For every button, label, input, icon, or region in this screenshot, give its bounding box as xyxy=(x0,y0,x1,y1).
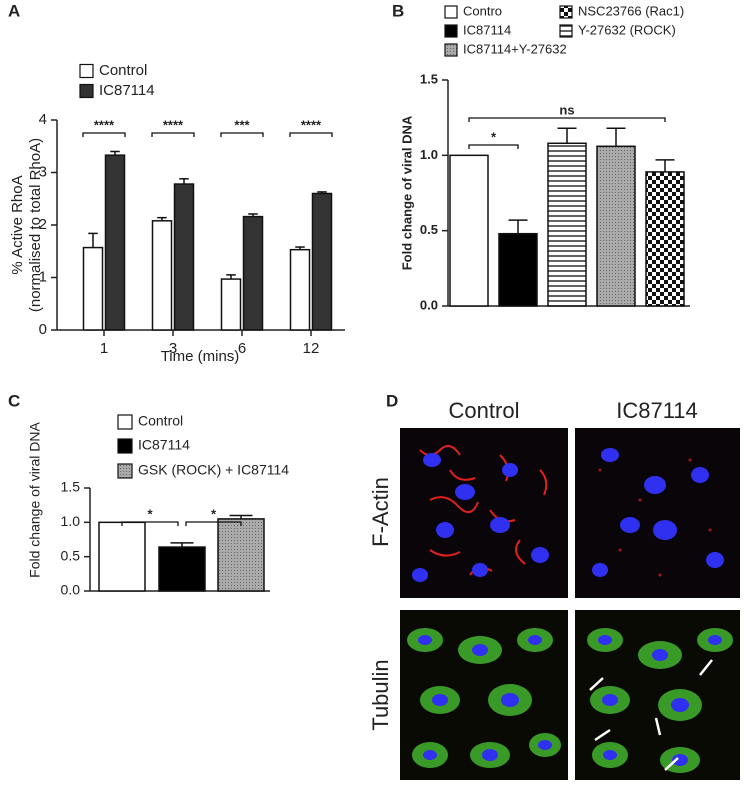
significance-bracket xyxy=(289,132,333,137)
bar xyxy=(104,154,126,331)
panel-letter: A xyxy=(8,1,20,20)
bar xyxy=(151,220,173,331)
y-tick-label: 2 xyxy=(39,216,47,233)
bar xyxy=(220,278,242,331)
significance-label: * xyxy=(147,506,153,521)
legend-swatch xyxy=(444,43,458,57)
y-tick-label: 1.0 xyxy=(61,513,81,529)
legend-label: IC87114+Y-27632 xyxy=(463,41,567,56)
legend-label: IC87114 xyxy=(99,82,155,99)
bar xyxy=(645,171,685,307)
bar xyxy=(311,192,333,331)
bar xyxy=(158,546,206,592)
y-tick-label: 3 xyxy=(39,163,47,180)
image-panel: D Control IC87114 F-Actin Tubulin xyxy=(368,391,740,780)
x-tick-label: 6 xyxy=(238,340,246,357)
bar xyxy=(289,248,311,331)
legend-label: NSC23766 (Rac1) xyxy=(578,3,684,18)
y-tick-label: 0.5 xyxy=(61,547,81,563)
panel-letter: C xyxy=(8,391,20,410)
y-tick-label: 0.5 xyxy=(420,222,438,237)
significance-label: **** xyxy=(301,117,322,132)
bar xyxy=(173,183,195,331)
significance-label: ns xyxy=(559,102,574,117)
y-axis-label: % Active RhoA xyxy=(9,175,26,274)
y-axis-label: Fold change of viral DNA xyxy=(27,422,43,578)
y-tick-label: 1 xyxy=(39,268,47,285)
bar xyxy=(242,215,264,331)
legend-label: IC87114 xyxy=(138,437,190,453)
bar xyxy=(82,246,104,331)
y-tick-label: 1.0 xyxy=(420,147,438,162)
significance-bracket xyxy=(185,521,242,526)
significance-bracket xyxy=(82,132,126,137)
significance-label: **** xyxy=(163,117,184,132)
legend-swatch xyxy=(444,24,458,38)
legend-swatch xyxy=(117,463,133,479)
y-tick-label: 0.0 xyxy=(61,582,81,598)
significance-label: *** xyxy=(234,117,250,132)
row-label: Tubulin xyxy=(368,659,393,730)
y-axis-label: (normalised to total RhoA) xyxy=(27,138,44,312)
row-label: F-Actin xyxy=(368,477,393,547)
legend-swatch xyxy=(79,83,94,99)
y-tick-label: 0.0 xyxy=(420,297,438,312)
bar xyxy=(449,154,489,307)
significance-bracket xyxy=(468,144,519,149)
legend-label: Contro xyxy=(463,3,502,18)
micrograph xyxy=(575,428,740,598)
significance-bracket xyxy=(220,132,264,137)
legend-label: Control xyxy=(99,62,147,79)
significance-bracket xyxy=(121,521,179,526)
legend-swatch xyxy=(117,414,133,430)
y-axis-label: Fold change of viral DNA xyxy=(399,115,414,270)
y-tick-label: 1.5 xyxy=(61,479,81,495)
x-tick-label: 1 xyxy=(100,340,108,357)
micrograph xyxy=(400,428,568,598)
legend-swatch xyxy=(444,5,458,19)
legend-swatch xyxy=(559,24,573,38)
significance-label: * xyxy=(211,506,217,521)
significance-bracket xyxy=(151,132,195,137)
legend-swatch xyxy=(559,5,573,19)
micrograph xyxy=(400,610,568,780)
y-tick-label: 0 xyxy=(39,321,47,338)
panel-letter: D xyxy=(386,391,398,410)
column-label: IC87114 xyxy=(616,398,698,423)
significance-label: **** xyxy=(94,117,115,132)
bar xyxy=(98,521,146,592)
legend-label: IC87114 xyxy=(463,22,511,37)
legend-label: GSK (ROCK) + IC87114 xyxy=(138,462,289,478)
x-axis-label: Time (mins) xyxy=(161,348,240,365)
bar xyxy=(498,232,538,307)
y-tick-label: 4 xyxy=(39,111,47,128)
bar xyxy=(547,142,587,307)
x-tick-label: 12 xyxy=(303,340,320,357)
micrograph xyxy=(575,610,740,780)
legend-swatch xyxy=(117,438,133,454)
legend-swatch xyxy=(79,63,94,79)
column-label: Control xyxy=(449,398,520,423)
legend-label: Control xyxy=(138,413,183,429)
x-tick-label: 3 xyxy=(169,340,177,357)
significance-label: * xyxy=(491,129,497,144)
bar xyxy=(217,518,265,592)
panel-letter: B xyxy=(392,1,404,20)
y-tick-label: 1.5 xyxy=(420,71,438,86)
bar xyxy=(596,145,636,307)
legend-label: Y-27632 (ROCK) xyxy=(578,22,676,37)
significance-bracket xyxy=(468,117,666,122)
